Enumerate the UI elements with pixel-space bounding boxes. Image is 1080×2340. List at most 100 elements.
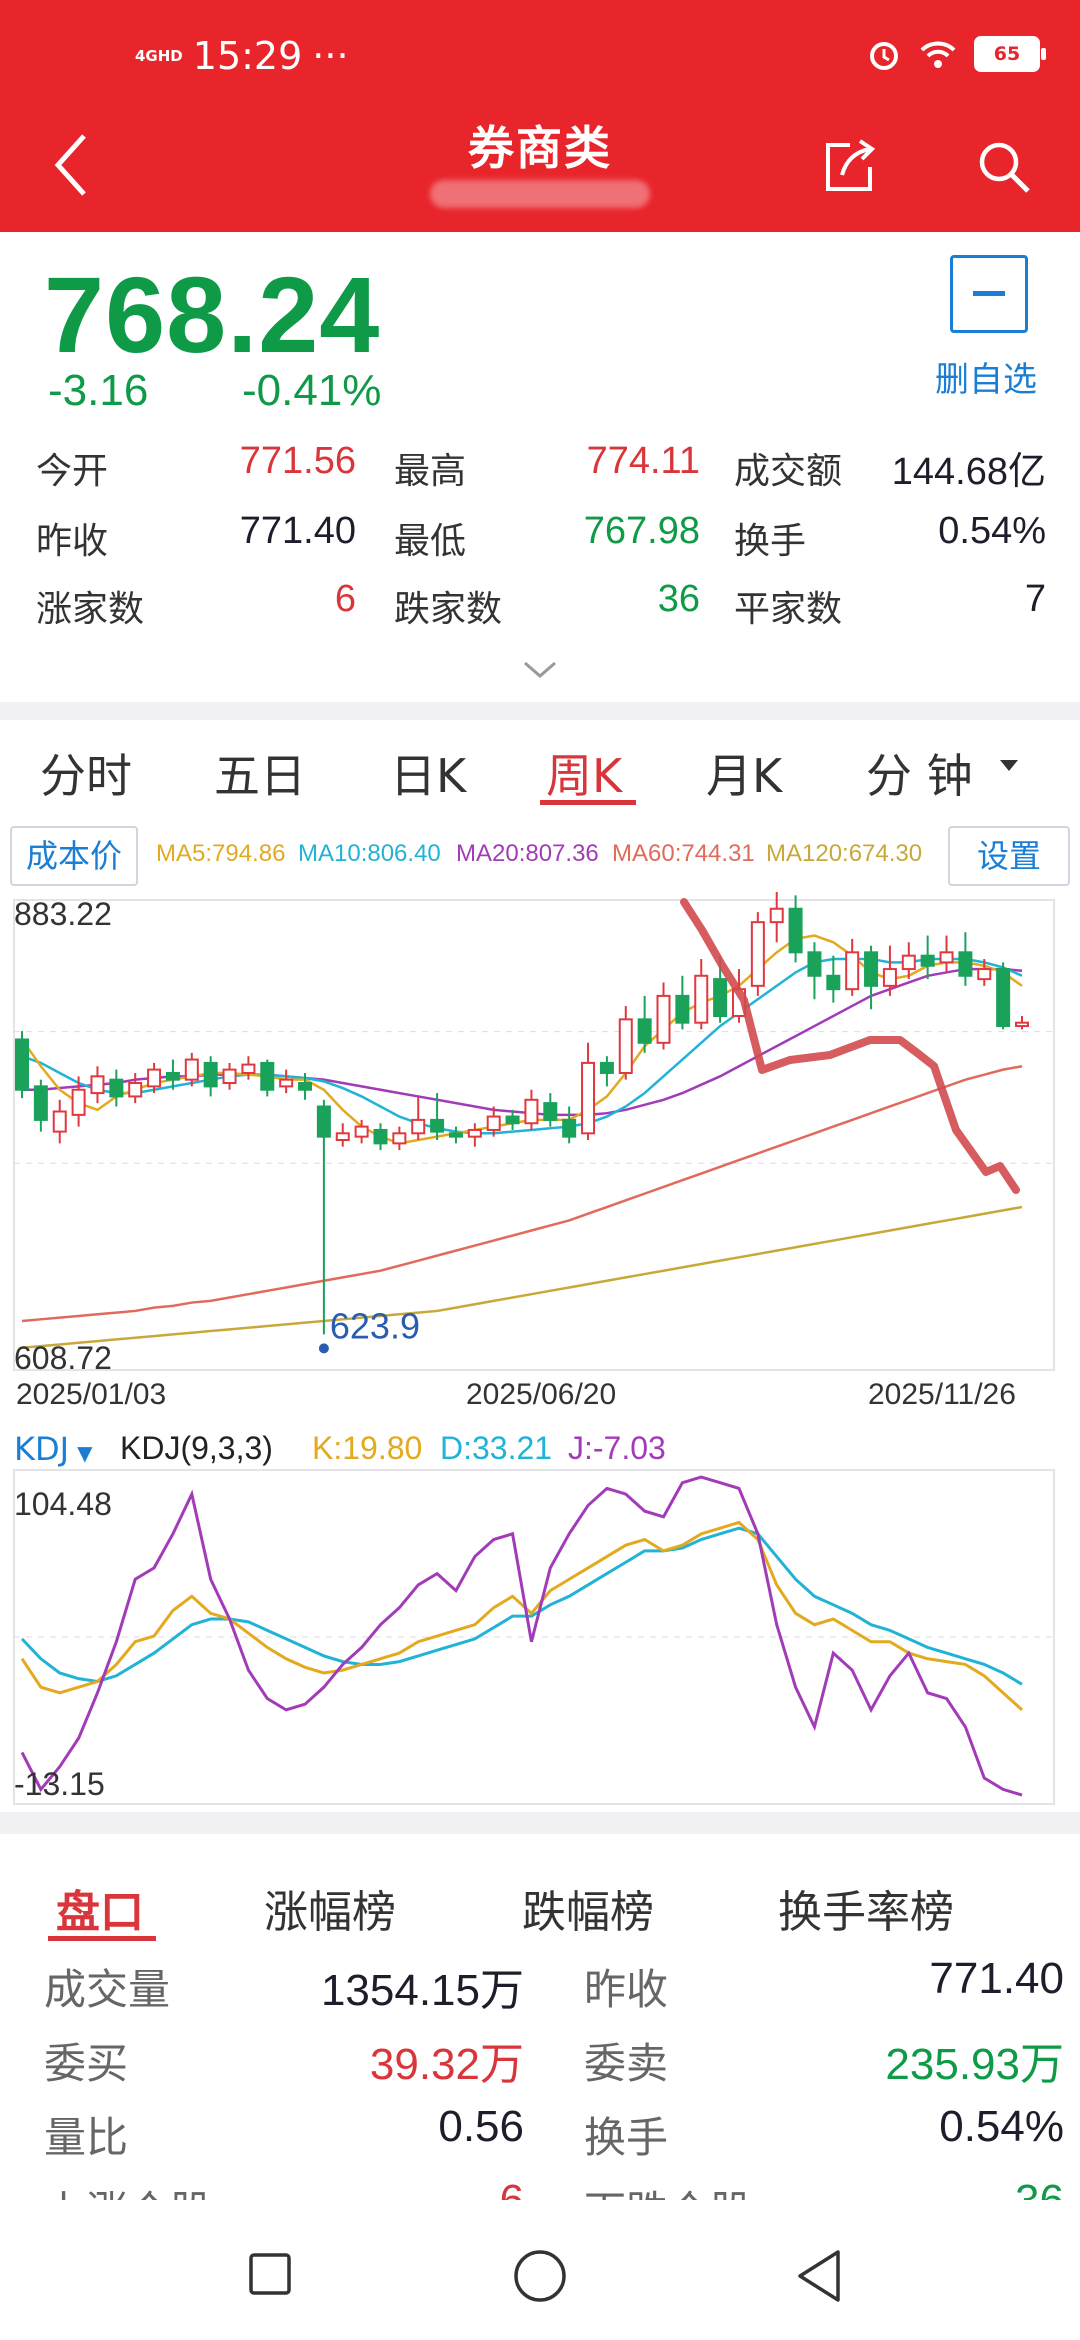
tab-0[interactable]: 分时 — [40, 749, 132, 803]
candle-body — [581, 1061, 596, 1135]
tab-1[interactable]: 五日 — [214, 749, 306, 803]
remove-watchlist-button[interactable] — [950, 255, 1028, 333]
low-marker-label: 623.9 — [330, 1305, 420, 1346]
kdj-max-label: 104.48 — [14, 1486, 112, 1522]
bottom-active-underline — [48, 1936, 156, 1941]
stat-value: 144.68亿 — [891, 451, 1046, 493]
kdj-j-line — [20, 1475, 1023, 1797]
stat-label: 成交额 — [734, 451, 843, 492]
network-indicator: 4GHD — [135, 47, 183, 65]
candle-body — [203, 1061, 218, 1088]
share-icon[interactable] — [820, 135, 880, 195]
bottom-tab-2[interactable]: 跌幅榜 — [522, 1887, 654, 1938]
candle-body — [562, 1118, 577, 1138]
bottom-tab-1[interactable]: 涨幅榜 — [264, 1887, 396, 1938]
candle-body — [279, 1078, 294, 1088]
candle-body — [128, 1082, 143, 1098]
kdj-chart[interactable] — [0, 1420, 1080, 1810]
current-price: 768.24 — [44, 254, 381, 375]
stat-label: 涨家数 — [36, 589, 145, 630]
tab-2[interactable]: 日K — [390, 749, 467, 803]
candle-body — [448, 1132, 463, 1138]
hand-drawn-annotation — [680, 898, 1020, 1194]
candle-body — [845, 951, 860, 991]
panel-value: 235.93万 — [885, 2040, 1064, 2089]
ma-label: MA60:744.31 — [612, 840, 755, 867]
candle-body — [939, 951, 954, 964]
expand-chevron-icon[interactable] — [522, 660, 558, 680]
stat-value: 6 — [334, 578, 356, 620]
candlestick-chart[interactable]: 623.9 — [0, 890, 1080, 1410]
bottom-tab-0[interactable]: 盘口 — [56, 1887, 144, 1938]
tab-4[interactable]: 月K — [706, 749, 783, 803]
back-nav-icon[interactable] — [794, 2248, 844, 2304]
panel-value: 0.54% — [939, 2102, 1064, 2151]
kdj-d-line — [20, 1526, 1023, 1686]
candle-body — [996, 968, 1011, 1028]
candle-body — [392, 1132, 407, 1145]
stat-label: 昨收 — [36, 521, 109, 562]
active-tab-underline — [540, 800, 636, 805]
home-icon[interactable] — [512, 2248, 568, 2304]
section-divider-2 — [0, 1812, 1080, 1834]
ma-label: MA20:807.36 — [456, 840, 599, 867]
panel-value: 771.40 — [929, 1954, 1064, 2003]
stat-value: 767.98 — [583, 510, 700, 552]
dropdown-triangle-icon: ▼ — [77, 1441, 93, 1465]
cost-price-button[interactable]: 成本价 — [10, 826, 138, 886]
candle-body — [901, 954, 916, 971]
candle-body — [222, 1068, 237, 1085]
panel-label: 昨收 — [584, 1965, 669, 2014]
battery-icon: 65 — [974, 36, 1046, 72]
candle-body — [33, 1085, 48, 1121]
tab-3[interactable]: 周K — [546, 749, 623, 803]
remove-watchlist-label[interactable]: 删自选 — [935, 360, 1037, 400]
candle-body — [920, 954, 935, 967]
candle-body — [958, 951, 973, 977]
wifi-icon — [920, 41, 956, 68]
candle-body — [864, 951, 879, 987]
panel-label: 量比 — [44, 2113, 129, 2162]
candle-body — [505, 1115, 520, 1125]
panel-value: 1354.15万 — [320, 1966, 524, 2015]
stat-value: 771.40 — [239, 510, 356, 552]
back-arrow-icon[interactable] — [50, 132, 90, 198]
ma-label: MA120:674.30 — [766, 840, 923, 867]
panel-value: 39.32万 — [369, 2040, 524, 2089]
candle-body — [15, 1038, 29, 1091]
candle-body — [71, 1088, 86, 1116]
status-bar-right: 65 — [866, 36, 1046, 72]
settings-button[interactable]: 设置 — [948, 826, 1070, 886]
candle-body — [298, 1082, 313, 1091]
page-title: 券商类 — [468, 121, 612, 175]
candle-body — [486, 1115, 501, 1131]
alarm-icon — [870, 42, 898, 70]
candle-body — [599, 1061, 614, 1074]
candle-body — [675, 994, 690, 1024]
y-min-label: 608.72 — [14, 1340, 112, 1376]
candle-body — [826, 974, 841, 991]
kdj-k-value: K:19.80 — [312, 1430, 423, 1466]
search-icon[interactable] — [975, 138, 1033, 196]
kdj-selector[interactable]: KDJ ▼ — [14, 1430, 92, 1468]
status-dots: ··· — [312, 34, 349, 78]
recent-apps-icon[interactable] — [248, 2252, 292, 2296]
top-bar: 4GHD 15:29 ··· 65 券商类 — [0, 0, 1080, 232]
candle-body — [977, 968, 992, 981]
bottom-tab-3[interactable]: 换手率榜 — [778, 1887, 954, 1938]
panel-label: 换手 — [584, 2113, 669, 2162]
candle-body — [316, 1105, 331, 1138]
tab-5[interactable]: 分 钟 — [866, 749, 973, 803]
candle-body — [713, 978, 728, 1017]
stat-value: 7 — [1024, 578, 1046, 620]
price-change-percent: -0.41% — [242, 366, 382, 415]
candle-body — [788, 907, 803, 954]
ma-label: MA5:794.86 — [156, 840, 286, 867]
candle-body — [618, 1018, 633, 1074]
candle-body — [750, 921, 765, 987]
system-nav-bar — [0, 2200, 1080, 2340]
candle-body — [656, 994, 671, 1044]
low-marker-dot — [318, 1343, 329, 1354]
panel-label: 委买 — [44, 2039, 129, 2088]
stat-label: 最高 — [394, 451, 467, 492]
